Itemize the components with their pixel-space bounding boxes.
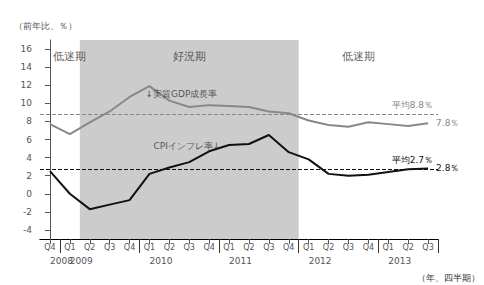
svg-text:14: 14 xyxy=(21,62,33,72)
svg-text:Q2: Q2 xyxy=(243,243,254,252)
svg-text:Q4: Q4 xyxy=(203,243,214,252)
svg-text:2011: 2011 xyxy=(229,256,252,266)
svg-text:2008: 2008 xyxy=(50,255,73,266)
svg-text:平均8.8％: 平均8.8％ xyxy=(392,100,433,110)
svg-text:Q1: Q1 xyxy=(64,243,75,252)
svg-text:Q1: Q1 xyxy=(383,243,394,252)
svg-text:2010: 2010 xyxy=(149,256,172,266)
svg-text:7.8％: 7.8％ xyxy=(436,118,459,128)
svg-text:Q3: Q3 xyxy=(422,243,433,252)
svg-text:低迷期: 低迷期 xyxy=(342,50,375,63)
svg-text:12: 12 xyxy=(21,80,32,90)
svg-text:2: 2 xyxy=(26,171,32,181)
svg-text:Q2: Q2 xyxy=(164,243,175,252)
svg-text:2.8％: 2.8％ xyxy=(436,163,459,173)
svg-text:-2: -2 xyxy=(23,207,32,217)
svg-text:2009: 2009 xyxy=(70,256,93,266)
svg-text:Q1: Q1 xyxy=(223,243,234,252)
svg-text:Q4: Q4 xyxy=(44,243,55,252)
svg-text:Q2: Q2 xyxy=(84,243,95,252)
svg-text:（年、四半期）: （年、四半期） xyxy=(417,273,480,283)
svg-text:CPIインフレ率↓: CPIインフレ率↓ xyxy=(153,141,220,151)
svg-text:平均2.7％: 平均2.7％ xyxy=(392,155,433,165)
svg-text:好況期: 好況期 xyxy=(173,50,206,63)
svg-text:4: 4 xyxy=(26,153,32,163)
svg-text:Q4: Q4 xyxy=(283,243,294,252)
svg-text:10: 10 xyxy=(21,98,33,108)
svg-text:Q2: Q2 xyxy=(402,243,413,252)
svg-text:Q1: Q1 xyxy=(303,243,314,252)
svg-text:16: 16 xyxy=(21,44,33,54)
svg-text:（前年比、％）: （前年比、％） xyxy=(14,21,77,31)
svg-text:↓実質GDP成長率: ↓実質GDP成長率 xyxy=(145,89,217,99)
svg-text:2012: 2012 xyxy=(309,256,332,266)
svg-text:Q3: Q3 xyxy=(263,243,274,252)
svg-text:Q3: Q3 xyxy=(184,243,195,252)
svg-text:Q4: Q4 xyxy=(124,243,135,252)
svg-text:Q3: Q3 xyxy=(104,243,115,252)
svg-text:Q3: Q3 xyxy=(343,243,354,252)
svg-text:Q4: Q4 xyxy=(363,243,374,252)
svg-text:6: 6 xyxy=(26,135,32,145)
svg-text:0: 0 xyxy=(26,189,32,199)
svg-text:Q1: Q1 xyxy=(144,243,155,252)
svg-text:低迷期: 低迷期 xyxy=(53,50,86,63)
svg-text:Q2: Q2 xyxy=(323,243,334,252)
svg-text:8: 8 xyxy=(26,116,32,126)
svg-text:-4: -4 xyxy=(23,225,32,235)
svg-text:2013: 2013 xyxy=(388,256,411,266)
